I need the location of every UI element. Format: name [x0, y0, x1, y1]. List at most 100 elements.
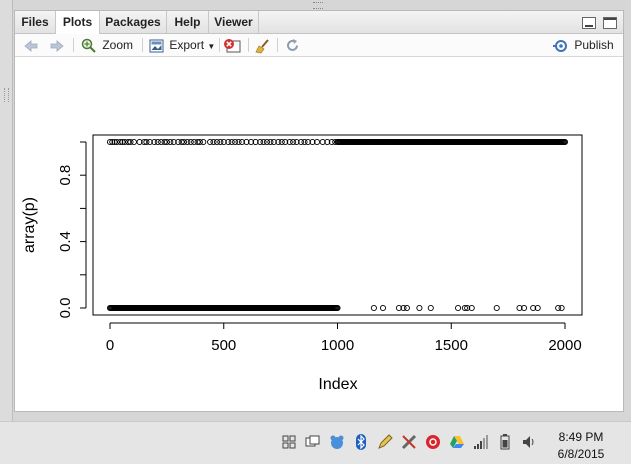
data-point: [167, 138, 174, 146]
data-point: [324, 138, 331, 146]
data-point: [370, 304, 377, 312]
data-point: [113, 138, 120, 146]
tab-help[interactable]: Help: [167, 11, 209, 33]
data-point: [194, 138, 201, 146]
battery-icon[interactable]: [497, 434, 513, 450]
data-point: [464, 304, 471, 312]
tab-viewer[interactable]: Viewer: [209, 11, 259, 33]
refresh-button[interactable]: [285, 37, 300, 53]
data-point: [530, 304, 537, 312]
data-point: [154, 138, 161, 146]
data-point: [180, 138, 187, 146]
data-point: [267, 138, 274, 146]
data-point: [207, 138, 214, 146]
clock-date[interactable]: 6/8/2015: [557, 447, 605, 461]
data-point: [332, 138, 339, 146]
data-point: [270, 138, 277, 146]
x-tick-label: 2000: [548, 337, 581, 354]
data-point: [290, 138, 297, 146]
data-point: [217, 138, 224, 146]
data-point: [106, 138, 114, 146]
data-point: [252, 138, 259, 146]
toolbar-divider: [73, 38, 74, 52]
export-menu-button[interactable]: Export ▼: [149, 37, 215, 53]
toolbar-divider: [248, 38, 249, 52]
data-point: [225, 138, 232, 146]
data-point: [127, 138, 134, 146]
tab-plots[interactable]: Plots: [56, 11, 100, 34]
data-point: [109, 138, 116, 146]
data-point: [210, 138, 217, 146]
toolbar-divider: [219, 38, 220, 52]
data-point: [200, 138, 207, 146]
data-point: [119, 138, 126, 146]
publish-button[interactable]: Publish: [553, 37, 614, 53]
google-drive-icon[interactable]: [449, 434, 465, 450]
refresh-icon: [287, 39, 298, 52]
left-pane-splitter[interactable]: [0, 0, 13, 421]
tools-icon[interactable]: [401, 434, 417, 450]
data-point: [175, 138, 182, 146]
y-tick-label: 0.0: [57, 298, 74, 319]
data-point: [178, 138, 185, 146]
clear-all-plots-button[interactable]: [255, 37, 271, 54]
data-point: [379, 304, 387, 312]
clock-time[interactable]: 8:49 PM: [558, 430, 604, 444]
data-point: [213, 138, 220, 146]
y-tick-label: 0.4: [57, 231, 74, 252]
data-point: [263, 138, 271, 146]
data-point: [143, 138, 150, 146]
broom-icon: [255, 39, 269, 54]
data-point: [282, 138, 289, 146]
data-point: [558, 304, 565, 312]
data-point: [293, 138, 300, 146]
zoom-label: Zoom: [102, 38, 134, 52]
minimize-pane-button[interactable]: [581, 17, 596, 29]
volume-icon[interactable]: [521, 434, 537, 450]
data-point: [196, 138, 203, 146]
top-splitter-grip-icon[interactable]: [313, 2, 323, 9]
data-point: [187, 138, 194, 146]
remove-plot-button[interactable]: [223, 37, 241, 53]
network-signal-icon[interactable]: [473, 434, 489, 450]
data-point: [403, 304, 410, 312]
data-point: [257, 138, 264, 146]
pen-tool-icon[interactable]: [377, 434, 393, 450]
data-point: [238, 138, 245, 146]
data-point: [313, 138, 321, 146]
windows-logo-icon[interactable]: [281, 434, 297, 450]
toolbar-divider: [277, 38, 278, 52]
plots-toolbar: Zoom Export ▼ Publish: [15, 34, 623, 57]
data-point: [304, 138, 311, 146]
back-arrow-icon[interactable]: [23, 37, 39, 53]
x-tick-label: 500: [211, 337, 236, 354]
beats-audio-icon[interactable]: [425, 434, 441, 450]
data-point: [125, 138, 132, 146]
data-point: [461, 304, 468, 312]
tab-files[interactable]: Files: [15, 11, 56, 33]
y-axis-label: array(p): [21, 197, 38, 253]
tray-app-icon[interactable]: [329, 434, 345, 450]
pane-window-controls: [579, 16, 617, 34]
data-point: [170, 138, 177, 146]
forward-arrow-icon[interactable]: [49, 37, 65, 53]
task-view-icon[interactable]: [305, 434, 321, 450]
data-point: [534, 304, 541, 312]
remove-plot-icon: [224, 39, 241, 53]
data-point: [301, 138, 308, 146]
data-point: [286, 138, 293, 146]
publish-icon: [553, 39, 567, 52]
data-point: [319, 138, 326, 146]
data-point: [416, 304, 423, 312]
data-point: [516, 304, 523, 312]
x-axis-label: Index: [318, 376, 357, 393]
x-tick-label: 1000: [321, 337, 354, 354]
maximize-pane-button[interactable]: [603, 17, 617, 29]
bluetooth-icon[interactable]: [353, 434, 369, 450]
data-point: [243, 138, 250, 146]
data-point: [161, 138, 168, 146]
zoom-button[interactable]: Zoom: [81, 37, 134, 54]
tab-packages[interactable]: Packages: [100, 11, 167, 33]
pane-tab-bar: Files Plots Packages Help Viewer: [15, 11, 623, 34]
x-tick-label: 0: [106, 337, 114, 354]
